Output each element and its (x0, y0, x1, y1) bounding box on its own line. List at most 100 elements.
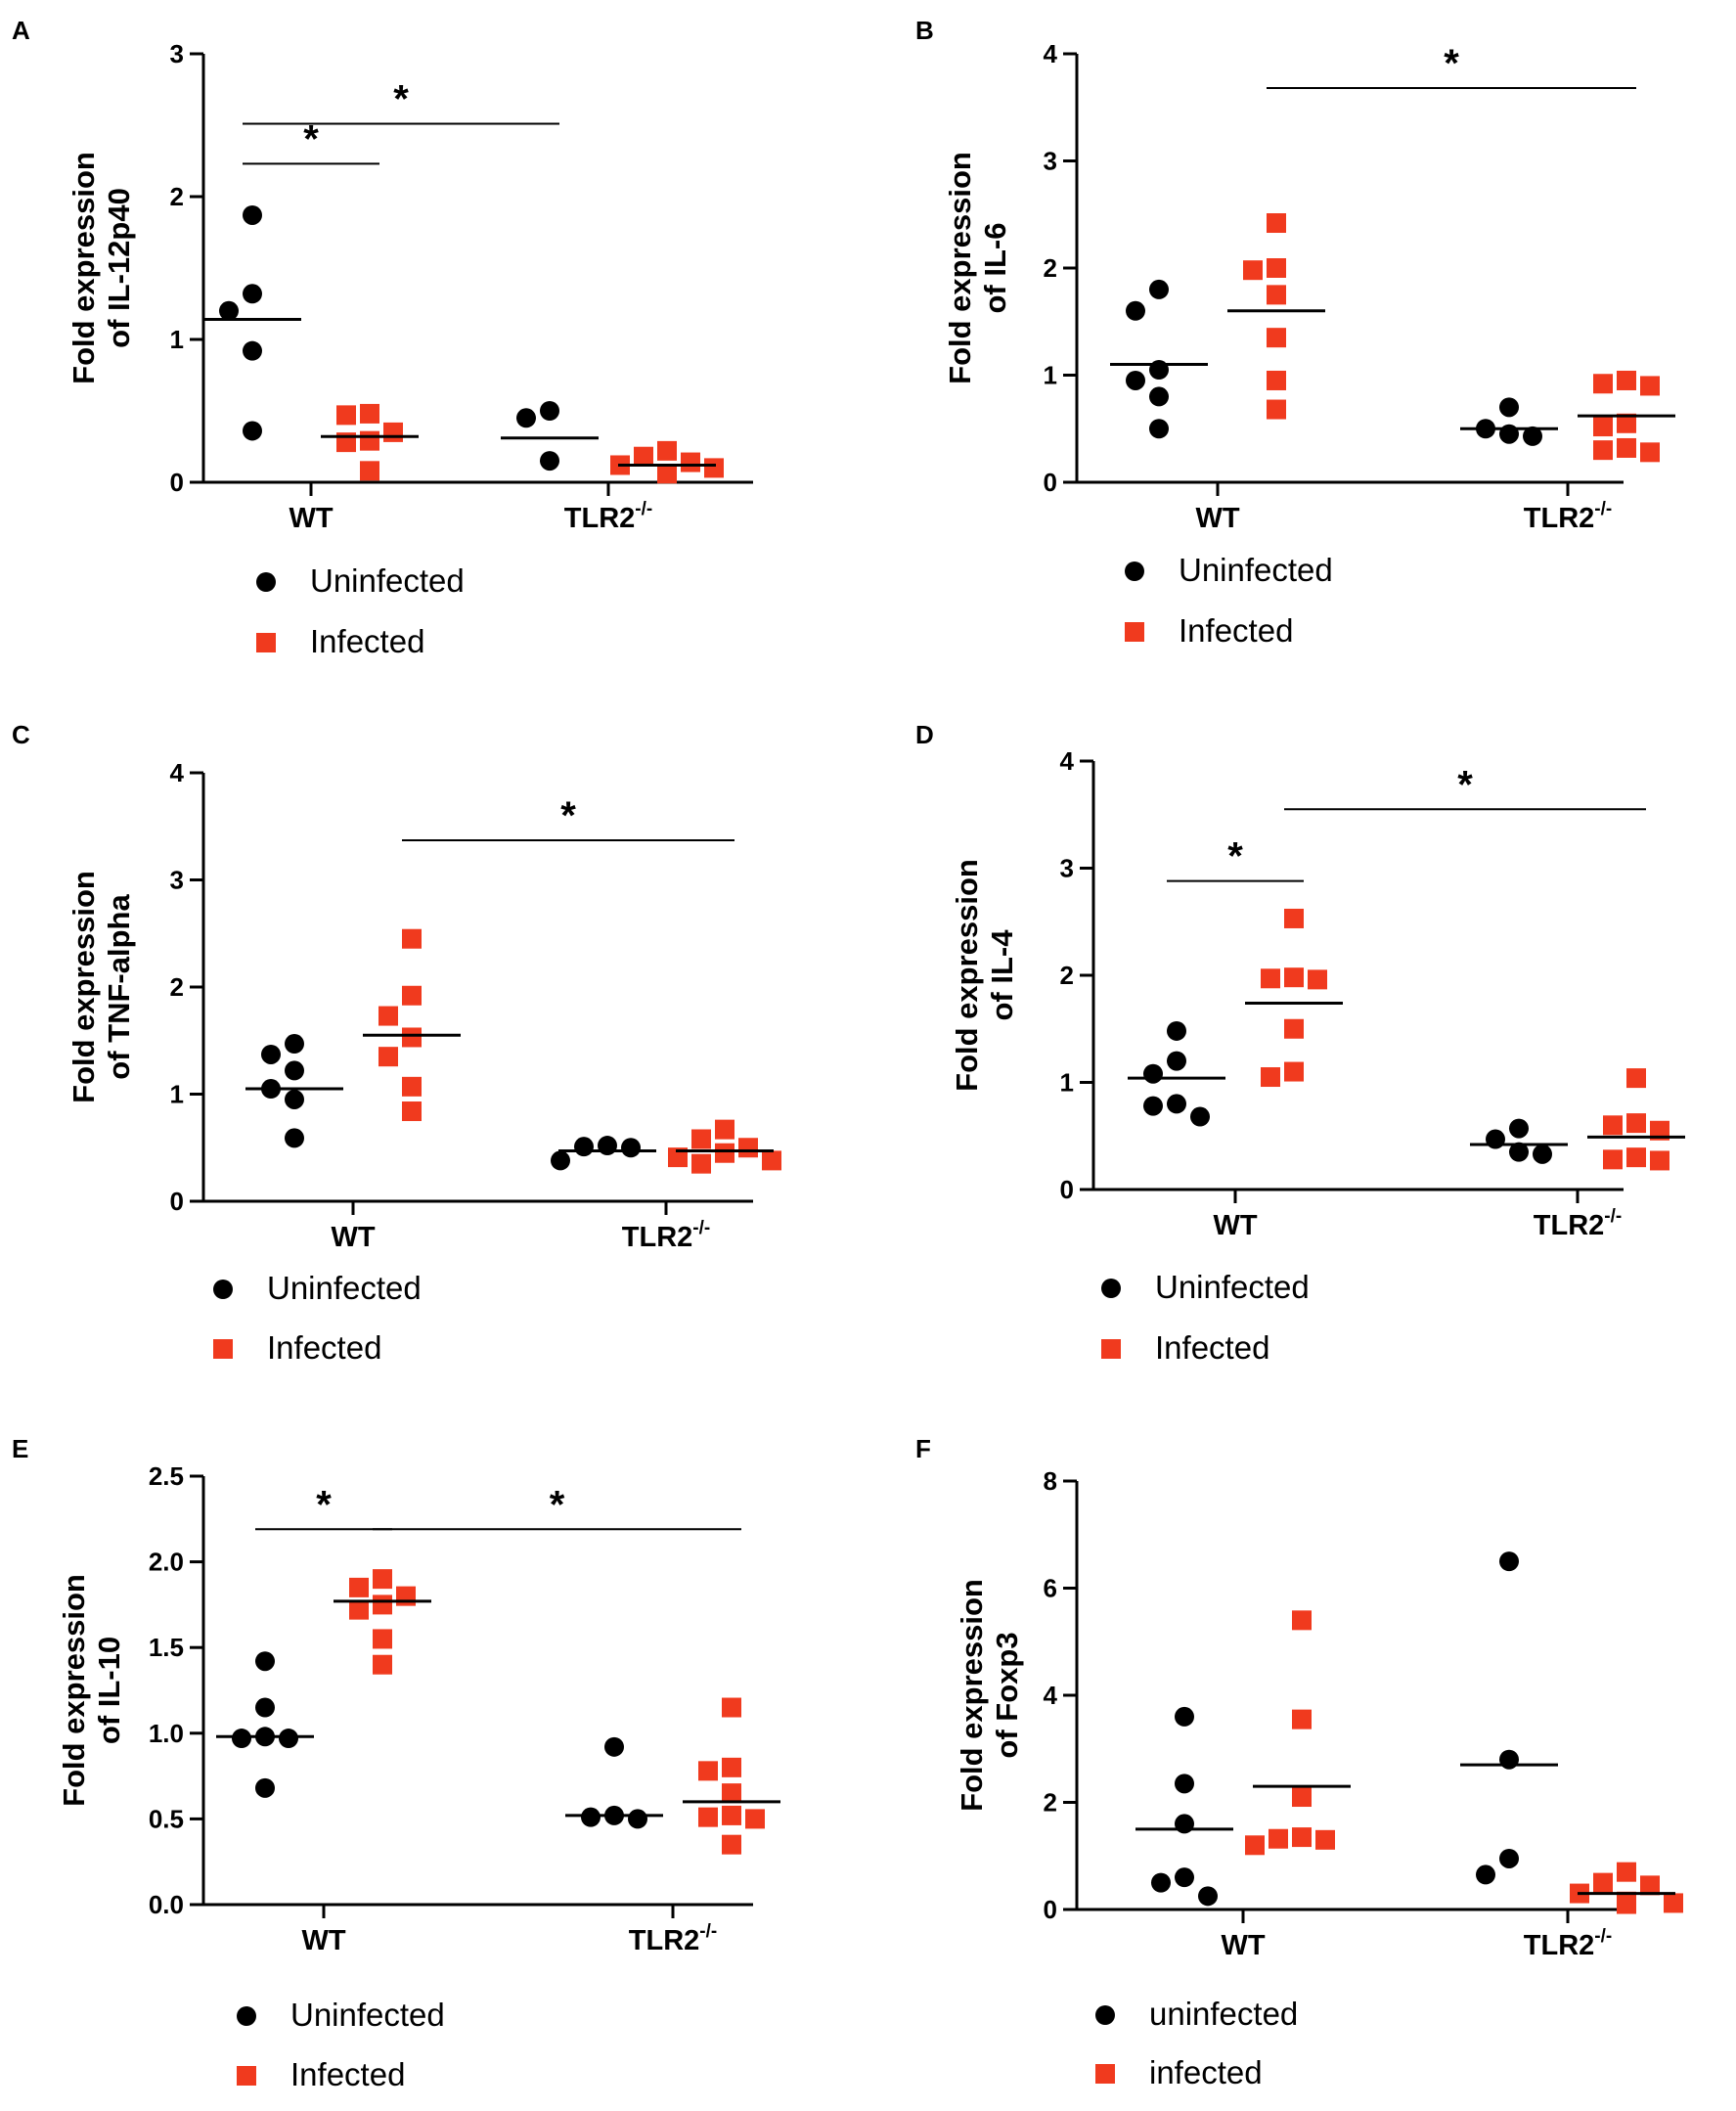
legend-marker (237, 2006, 256, 2026)
panel-letter: F (915, 1434, 931, 1463)
y-tick-label: 0 (1044, 1895, 1057, 1924)
y-axis-label-line: of TNF-alpha (102, 894, 136, 1080)
legend-marker (1125, 561, 1144, 581)
infected-point (722, 1805, 741, 1825)
y-tick-label: 4 (1044, 39, 1058, 68)
infected-point (402, 1076, 422, 1097)
x-tick-label: WT (1195, 503, 1239, 534)
y-tick-label: 8 (1044, 1466, 1057, 1496)
uninfected-point (1149, 386, 1169, 407)
infected-point (373, 1569, 392, 1590)
uninfected-point (1476, 1864, 1495, 1885)
legend-label: Uninfected (267, 1270, 422, 1306)
uninfected-point (219, 300, 239, 321)
infected-point (657, 464, 677, 484)
x-tick-label: TLR2-/- (629, 1921, 717, 1956)
y-tick-label: 1.5 (149, 1633, 184, 1662)
infected-point (360, 430, 379, 451)
infected-point (336, 405, 356, 426)
infected-point (1292, 1827, 1312, 1848)
infected-point (1284, 1018, 1304, 1039)
uninfected-point (1198, 1886, 1218, 1907)
y-tick-label: 0.0 (149, 1890, 184, 1919)
uninfected-point (1167, 1051, 1186, 1071)
y-tick-label: 1 (1060, 1068, 1074, 1098)
uninfected-point (1190, 1106, 1210, 1127)
panel-c: C 0 1 2 3 4 WT TLR2-/- Fold expression of TNF-alp… (12, 720, 781, 1366)
y-tick-label: 4 (170, 758, 185, 787)
x-tick-label: WT (331, 1222, 375, 1253)
infected-point (1664, 1893, 1683, 1913)
significance-star: * (1457, 763, 1473, 806)
uninfected-point (285, 1128, 304, 1148)
y-tick-label: 1 (170, 1080, 184, 1109)
uninfected-point (516, 408, 536, 428)
uninfected-point (1149, 279, 1169, 299)
uninfected-point (285, 1060, 304, 1081)
uninfected-point (243, 421, 262, 441)
infected-point (1267, 370, 1286, 390)
uninfected-point (285, 1034, 304, 1055)
y-tick-label: 2.5 (149, 1461, 184, 1491)
uninfected-point (1486, 1129, 1505, 1149)
infected-point (396, 1586, 416, 1606)
legend-label: uninfected (1149, 1996, 1298, 2032)
infected-point (698, 1807, 718, 1827)
legend-marker (1095, 2005, 1115, 2025)
infected-point (383, 422, 403, 442)
x-tick-label: WT (1221, 1930, 1265, 1961)
panel-d: D 0 1 2 3 4 WT TLR2-/- Fold expression of IL-4 * * U… (915, 720, 1685, 1366)
y-axis-label: Fold expression of Foxp3 (955, 1579, 1024, 1812)
infected-point (634, 446, 653, 467)
infected-point (1267, 213, 1286, 234)
y-tick-label: 3 (1060, 854, 1074, 883)
infected-point (378, 1006, 398, 1026)
infected-point (745, 1809, 765, 1829)
y-axis-label-line: Fold expression (57, 1574, 91, 1807)
legend-label: Infected (1179, 612, 1293, 649)
significance-star: * (560, 794, 576, 837)
infected-point (1593, 374, 1613, 394)
y-axis-label: Fold expression of IL-10 (57, 1574, 126, 1807)
infected-point (1626, 1147, 1646, 1168)
panel-letter: E (12, 1434, 28, 1463)
uninfected-point (1499, 1749, 1519, 1770)
y-tick-label: 1 (1044, 361, 1057, 390)
y-tick-label: 4 (1060, 746, 1075, 776)
uninfected-point (1126, 300, 1145, 321)
infected-point (1617, 413, 1636, 433)
infected-point (715, 1119, 734, 1140)
x-tick-label: WT (301, 1925, 345, 1956)
infected-point (373, 1654, 392, 1675)
infected-point (349, 1599, 369, 1620)
legend-label: Uninfected (310, 562, 465, 599)
uninfected-point (551, 1150, 570, 1171)
infected-point (722, 1697, 741, 1718)
significance-star: * (303, 117, 319, 160)
infected-point (1267, 258, 1286, 278)
infected-point (1603, 1149, 1623, 1170)
infected-point (402, 928, 422, 949)
uninfected-point (1143, 1096, 1163, 1116)
infected-point (722, 1757, 741, 1777)
infected-point (722, 1783, 741, 1804)
legend-label: Infected (267, 1329, 381, 1366)
uninfected-point (621, 1138, 641, 1158)
y-axis-label-line: Fold expression (950, 859, 984, 1092)
infected-point (402, 1027, 422, 1048)
uninfected-point (255, 1777, 275, 1798)
y-tick-label: 2 (170, 972, 184, 1002)
infected-point (1315, 1829, 1335, 1850)
uninfected-point (1509, 1142, 1529, 1162)
infected-point (1292, 1787, 1312, 1808)
y-axis-label-line: Fold expression (67, 152, 101, 384)
panel-letter: D (915, 720, 934, 749)
infected-point (1261, 968, 1280, 989)
y-axis-label-line: of Foxp3 (990, 1632, 1024, 1758)
y-tick-label: 6 (1044, 1574, 1057, 1603)
uninfected-point (1523, 426, 1542, 446)
panel-e: E 0.0 0.5 1.0 1.5 2.0 2.5 WT TLR2-/- Fold express… (12, 1434, 780, 2092)
x-tick-label: TLR2-/- (1524, 499, 1612, 534)
legend-label: Uninfected (1179, 552, 1333, 588)
